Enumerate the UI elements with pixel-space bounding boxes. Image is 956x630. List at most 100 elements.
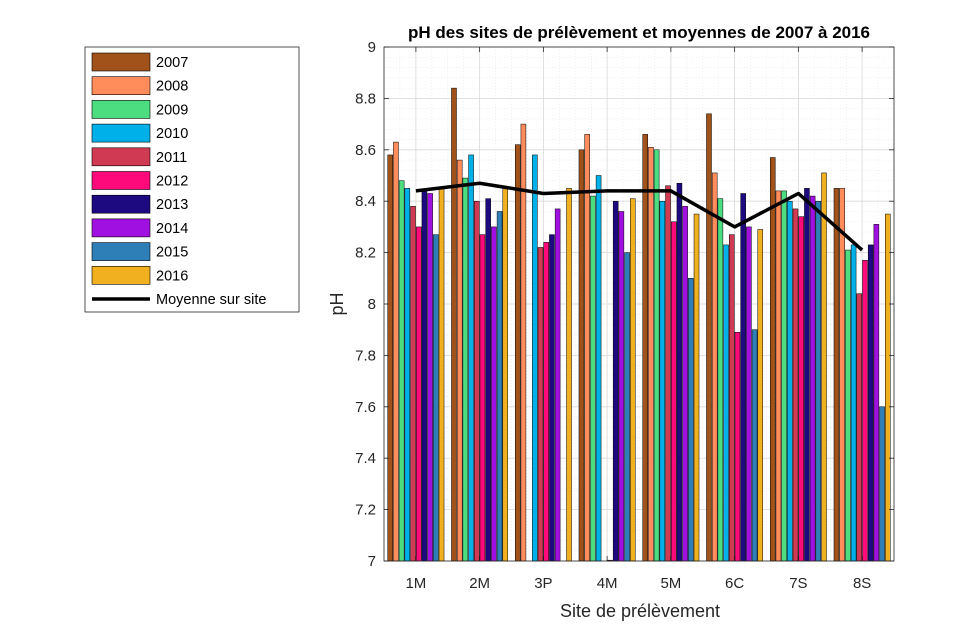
- bar-2013-3P: [549, 234, 555, 562]
- bar-2013-2M: [485, 198, 491, 562]
- legend-swatch-2011: [91, 147, 151, 167]
- legend-label: 2009: [156, 102, 188, 118]
- legend-label: 2008: [156, 79, 188, 95]
- bar-2010-3P: [532, 154, 538, 562]
- x-axis-label: Site de prélèvement: [560, 601, 720, 621]
- bar-2010-5M: [659, 200, 666, 562]
- y-tick-label: 9: [368, 39, 376, 56]
- bar-2007-6C: [706, 113, 712, 562]
- bar-2009-6C: [717, 198, 724, 562]
- bar-2010-4M: [595, 175, 602, 562]
- bar-2014-8S: [873, 224, 880, 562]
- bar-2015-1M: [433, 234, 439, 562]
- x-tick-label: 7S: [789, 575, 807, 592]
- bar-2014-6C: [746, 226, 752, 562]
- bar-2007-2M: [451, 87, 457, 562]
- legend-label: 2016: [156, 268, 188, 284]
- bar-2013-8S: [867, 244, 874, 562]
- bar-2013-7S: [804, 188, 810, 562]
- bar-2007-3P: [514, 144, 521, 562]
- bar-2009-5M: [653, 149, 660, 562]
- y-tick-label: 7: [368, 553, 376, 570]
- bar-2012-7S: [798, 216, 804, 562]
- x-tick-label: 5M: [660, 575, 681, 592]
- bar-2009-1M: [398, 180, 405, 562]
- x-tick-label: 1M: [405, 575, 426, 592]
- bar-2009-7S: [781, 190, 787, 562]
- legend-swatch-2009: [91, 100, 151, 119]
- y-tick-label: 8.4: [355, 193, 376, 210]
- bar-2007-7S: [769, 157, 776, 562]
- bar-2012-3P: [543, 242, 549, 562]
- bar-2010-1M: [404, 188, 411, 562]
- legend-label: 2013: [156, 197, 188, 213]
- legend-label: 2010: [156, 126, 188, 142]
- legend-swatch-2015: [91, 242, 151, 261]
- legend-label: 2012: [156, 174, 188, 190]
- bar-2016-7S: [821, 172, 827, 562]
- y-axis-label: pH: [327, 292, 347, 315]
- bar-2011-2M: [474, 200, 480, 562]
- bar-2016-3P: [566, 188, 572, 562]
- bar-2014-4M: [618, 211, 625, 562]
- bar-2007-4M: [578, 149, 585, 562]
- legend-label: 2015: [156, 245, 188, 261]
- y-tick-label: 8.6: [355, 142, 376, 159]
- bar-2010-8S: [850, 244, 857, 562]
- bar-2014-1M: [427, 193, 433, 562]
- bar-2014-3P: [554, 208, 561, 562]
- bar-2014-5M: [682, 206, 688, 562]
- legend-swatch-2008: [91, 76, 151, 95]
- bar-2015-7S: [815, 200, 822, 562]
- bar-2011-5M: [665, 185, 671, 562]
- bar-2016-5M: [693, 213, 700, 562]
- y-tick-label: 7.4: [355, 450, 376, 467]
- y-tick-label: 7.8: [355, 347, 376, 364]
- bar-2012-6C: [734, 332, 741, 562]
- bar-2015-4M: [624, 252, 630, 562]
- bar-2009-2M: [462, 177, 469, 562]
- bar-2010-7S: [787, 200, 793, 562]
- bar-2016-1M: [438, 188, 445, 562]
- bar-2014-7S: [809, 195, 816, 562]
- y-tick-label: 7.6: [355, 399, 376, 416]
- bar-2008-6C: [711, 172, 718, 562]
- bar-2008-5M: [648, 146, 654, 562]
- bar-2010-2M: [468, 154, 474, 562]
- legend-swatch-2013: [91, 194, 151, 214]
- legend: 2007 2008 2009 2010 2011 2012 2013 2014 2015 2016…: [84, 46, 300, 313]
- bar-2012-1M: [415, 226, 422, 562]
- bar-2011-8S: [856, 293, 863, 562]
- y-tick-label: 8.2: [355, 245, 376, 262]
- bars-group: [387, 87, 891, 562]
- x-tick-label: 3P: [534, 575, 552, 592]
- mean-line-group: [415, 181, 864, 252]
- bar-2007-1M: [387, 154, 393, 562]
- bar-2007-5M: [642, 134, 648, 562]
- bar-2011-3P: [537, 247, 544, 562]
- x-tick-label: 2M: [469, 575, 490, 592]
- legend-swatch-2014: [91, 218, 151, 238]
- y-tick-label: 8.8: [355, 90, 376, 107]
- bar-2008-8S: [839, 188, 845, 562]
- bar-2009-4M: [590, 195, 596, 562]
- mean-line: [415, 181, 864, 252]
- bar-2015-8S: [879, 406, 885, 562]
- bar-2008-7S: [775, 190, 782, 562]
- x-tick-label: 6C: [725, 575, 744, 592]
- bar-2012-8S: [862, 260, 868, 562]
- bar-2008-1M: [393, 141, 399, 562]
- bar-2016-2M: [502, 188, 509, 562]
- bar-2011-1M: [410, 206, 416, 562]
- bar-2007-8S: [833, 188, 840, 562]
- axes: 7 7.2 7.4 7.6 7.8 8 8.2 8.4 8.6 8.8 9 1M 2M 3P 4M 5M 6C 7…: [355, 39, 895, 592]
- bar-2008-2M: [456, 159, 463, 562]
- bar-2008-4M: [584, 134, 590, 562]
- bar-2015-5M: [688, 278, 694, 562]
- legend-label: 2007: [156, 55, 188, 71]
- legend-swatch-2010: [91, 123, 151, 143]
- bar-2014-2M: [491, 226, 497, 562]
- chart-title: pH des sites de prélèvement et moyennes …: [408, 23, 870, 42]
- bar-2011-6C: [729, 234, 735, 562]
